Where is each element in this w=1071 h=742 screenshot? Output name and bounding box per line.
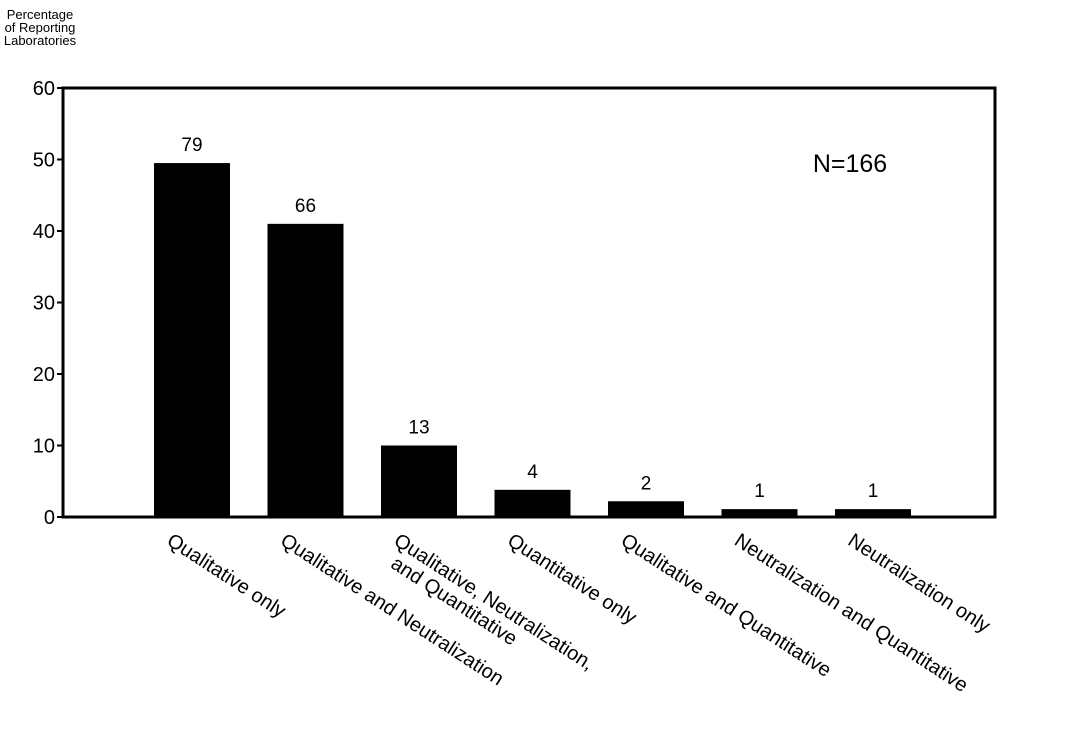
data-label: 1 — [868, 481, 879, 502]
y-tick-label: 20 — [33, 364, 55, 386]
y-tick-label: 0 — [44, 507, 55, 529]
data-label: 66 — [295, 196, 316, 217]
data-label: 4 — [527, 462, 538, 483]
y-tick-label: 40 — [33, 221, 55, 243]
data-label: 13 — [408, 418, 429, 439]
data-label: 1 — [754, 481, 765, 502]
y-tick-label: 10 — [33, 436, 55, 458]
x-tick-label-group: Qualitative and Quantitative — [617, 529, 835, 681]
y-tick-label: 50 — [33, 150, 55, 172]
x-tick-label: Qualitative, Neutralization, — [390, 529, 598, 675]
bar — [721, 509, 798, 517]
data-label: 79 — [181, 135, 202, 156]
bar — [608, 501, 684, 517]
y-axis-label: Percentage — [7, 7, 74, 22]
y-axis-label: of Reporting — [5, 20, 76, 35]
x-tick-label: Neutralization and Quantitative — [730, 529, 971, 696]
y-axis-label: Laboratories — [4, 33, 77, 48]
data-label: 2 — [641, 473, 652, 494]
bar — [267, 223, 344, 517]
y-tick-label: 30 — [33, 293, 55, 315]
bar — [494, 489, 571, 517]
bar — [835, 509, 911, 517]
x-tick-label: Qualitative and Quantitative — [617, 529, 835, 681]
x-tick-label: Qualitative only — [163, 529, 290, 622]
bar — [154, 163, 230, 517]
y-tick-label: 60 — [33, 78, 55, 100]
x-tick-label-group: Qualitative only — [163, 529, 290, 622]
bar — [381, 445, 457, 517]
annotation: N=166 — [813, 150, 887, 178]
x-tick-label-group: Neutralization and Quantitative — [730, 529, 971, 696]
